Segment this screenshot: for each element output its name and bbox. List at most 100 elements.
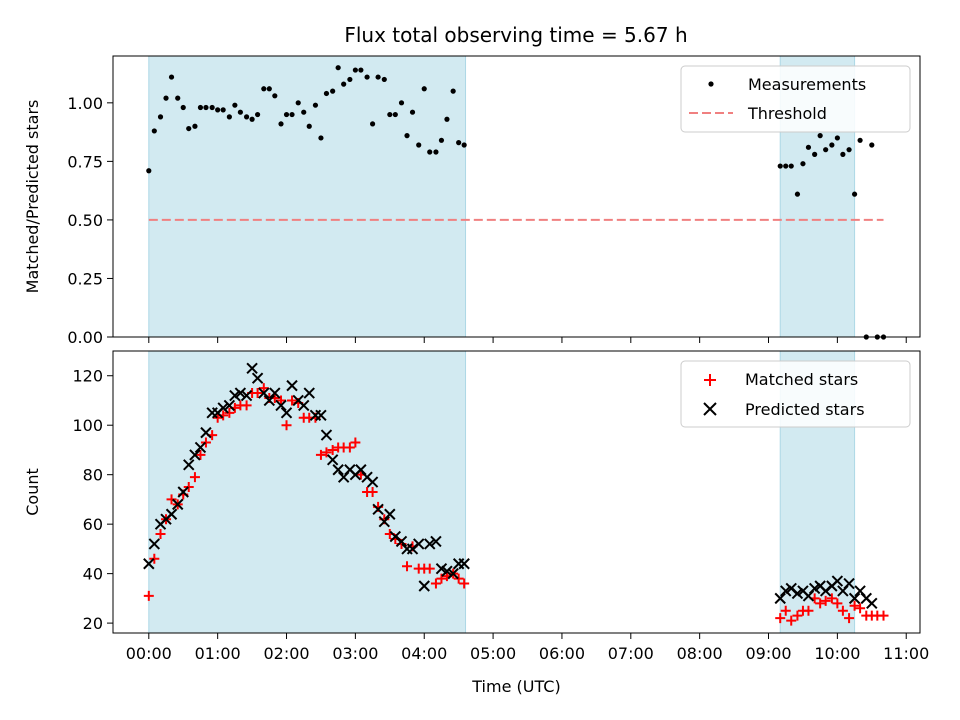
predicted-star-point: [165, 508, 178, 520]
measurement-point: [364, 74, 370, 80]
measurement-point: [851, 191, 858, 197]
y-tick-label: 0.75: [67, 152, 103, 171]
y-tick-label: 120: [72, 367, 103, 386]
measurement-point: [788, 163, 794, 169]
top-panel-frame: [112, 55, 921, 338]
measurement-point: [330, 88, 336, 94]
matched-star-point: [436, 573, 447, 584]
y-tick-label: 0.25: [67, 269, 103, 288]
measurement-point: [312, 102, 319, 108]
measurement-point: [358, 67, 364, 73]
y-tick-label: 0.00: [67, 328, 103, 347]
matched-star-point: [855, 603, 866, 614]
top-y-ticks: 0.00 0.25 0.50 0.75 1.00: [67, 94, 113, 347]
measurement-point: [341, 81, 347, 87]
measurement-point: [272, 93, 278, 99]
predicted-star-point: [194, 441, 207, 454]
predicted-star-point: [183, 459, 195, 471]
measurement-point: [151, 128, 157, 134]
predicted-star-point: [831, 575, 844, 587]
predicted-star-point: [223, 399, 236, 412]
measurement-point: [243, 114, 250, 120]
measurement-point: [800, 161, 806, 167]
matched-star-point: [321, 447, 332, 458]
measurement-point: [846, 147, 852, 153]
predicted-star-point: [430, 535, 442, 548]
matched-star-point: [849, 600, 860, 611]
measurement-point: [209, 104, 215, 111]
predicted-star-point: [143, 558, 155, 570]
measurement-point: [829, 142, 835, 148]
predicted-star-point: [395, 535, 408, 548]
legend-box: [680, 65, 911, 133]
legend-threshold-label: Threshold: [747, 104, 827, 123]
measurement-point: [369, 121, 376, 127]
predicted-star-point: [424, 538, 436, 550]
measurement-point: [266, 86, 272, 92]
measurement-point: [392, 111, 398, 118]
matched-star-point: [786, 615, 797, 626]
predicted-star-point: [366, 476, 379, 488]
predicted-star-point: [200, 426, 212, 439]
predicted-star-point: [246, 362, 258, 375]
matched-star-point: [430, 578, 441, 589]
matched-star-point: [143, 590, 154, 601]
predicted-star-point: [848, 592, 861, 605]
x-tick-label: 02:00: [263, 644, 309, 663]
measurement-point: [318, 135, 324, 141]
measurement-point: [433, 149, 439, 155]
predicted-star-point: [774, 592, 786, 605]
predicted-star-point: [320, 429, 333, 441]
predicted-star-point: [269, 387, 281, 399]
matched-star-point: [155, 529, 166, 540]
measurement-point: [278, 121, 284, 127]
measurement-point: [157, 114, 164, 120]
predicted-star-point: [217, 402, 229, 414]
matched-star-point: [344, 442, 355, 453]
y-tick-label: 40: [83, 565, 103, 584]
matched-star-point: [844, 613, 855, 624]
measurement-point: [444, 116, 450, 122]
matched-star-point: [149, 553, 160, 564]
measurement-point: [203, 104, 209, 111]
measurement-point: [450, 88, 456, 94]
measurement-point: [416, 142, 422, 148]
matched-star-point: [815, 598, 826, 609]
x-tick-label: 08:00: [677, 644, 723, 663]
matched-star-point: [189, 472, 200, 483]
measurement-point: [175, 95, 181, 101]
y-tick-label: 0.50: [67, 211, 103, 230]
measurement-point: [249, 116, 255, 122]
predicted-star-point: [372, 503, 384, 516]
matched-star-point: [200, 437, 211, 448]
measurement-point: [254, 111, 261, 118]
top-legend: Measurements Threshold: [680, 65, 911, 133]
predicted-star-point: [413, 538, 425, 550]
predicted-star-point: [177, 486, 189, 498]
predicted-star-point: [263, 394, 276, 407]
chart-title: Flux total observing time = 5.67 h: [344, 23, 687, 47]
y-tick-label: 100: [72, 416, 103, 435]
predicted-star-point: [148, 538, 161, 550]
measurement-point: [146, 168, 152, 174]
measurement-point: [232, 102, 238, 108]
x-tick-label: 06:00: [539, 644, 585, 663]
star-count-points: [143, 362, 889, 626]
matched-star-point: [453, 573, 464, 584]
measurement-point: [180, 104, 186, 111]
legend-measurements-label: Measurements: [748, 75, 866, 94]
measurement-point: [375, 74, 381, 80]
legend-matched-marker: [704, 374, 716, 386]
predicted-star-point: [418, 580, 430, 592]
shaded-interval-0: [148, 350, 467, 634]
predicted-star-point: [240, 389, 253, 402]
predicted-star-point: [315, 409, 327, 422]
matched-star-point: [878, 610, 889, 621]
y-tick-label: 20: [83, 614, 103, 633]
matched-star-point: [832, 598, 843, 609]
predicted-star-point: [286, 379, 298, 392]
matched-star-point: [241, 400, 252, 411]
measurement-point: [192, 123, 198, 129]
matched-star-point: [183, 482, 194, 493]
matched-star-point: [166, 494, 177, 505]
